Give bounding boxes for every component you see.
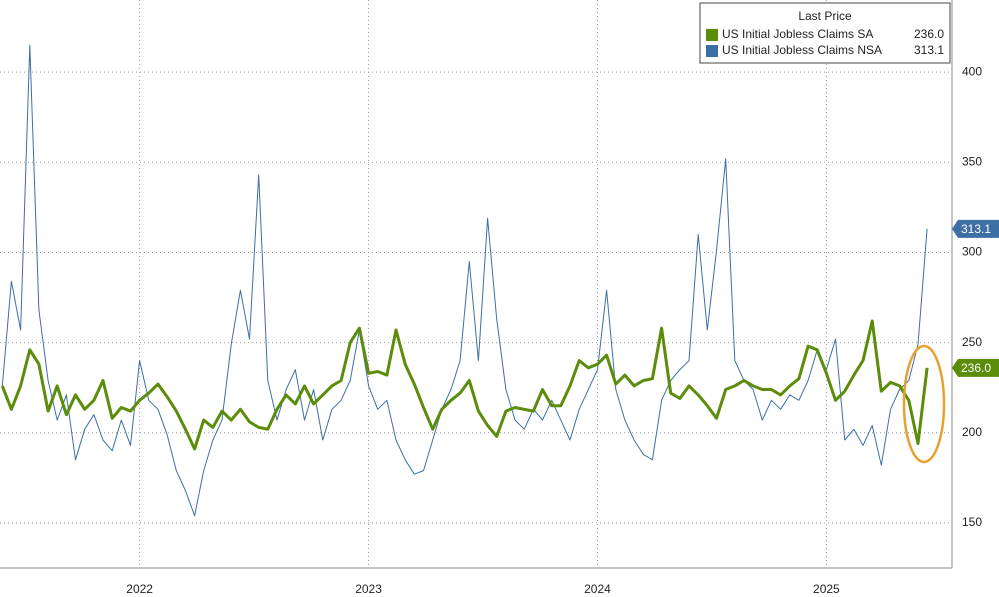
legend-label: US Initial Jobless Claims NSA bbox=[722, 43, 882, 57]
last-value-label: 236.0 bbox=[961, 361, 991, 375]
y-tick-label: 300 bbox=[962, 245, 982, 259]
y-tick-label: 200 bbox=[962, 425, 982, 439]
x-tick-label: 2024 bbox=[584, 582, 611, 596]
legend-label: US Initial Jobless Claims SA bbox=[722, 27, 873, 41]
series-line bbox=[0, 319, 929, 451]
y-tick-label: 350 bbox=[962, 154, 982, 168]
x-tick-label: 2023 bbox=[355, 582, 382, 596]
last-value-label: 313.1 bbox=[961, 222, 991, 236]
legend: Last Price US Initial Jobless Claims SA 2… bbox=[699, 2, 951, 64]
grid bbox=[0, 0, 950, 568]
legend-box bbox=[699, 2, 951, 64]
x-tick-label: 2025 bbox=[813, 582, 840, 596]
legend-swatch bbox=[706, 29, 718, 41]
highlight-ellipse bbox=[902, 344, 946, 464]
y-tick-label: 150 bbox=[962, 515, 982, 529]
last-value-tag bbox=[952, 358, 999, 377]
last-value-tag bbox=[952, 219, 999, 238]
x-tick-label: 2022 bbox=[126, 582, 153, 596]
legend-title: Last Price bbox=[798, 9, 852, 23]
y-tick-label: 400 bbox=[962, 64, 982, 78]
plot bbox=[0, 44, 929, 517]
legend-swatch bbox=[706, 45, 718, 57]
y-tick-label: 250 bbox=[962, 335, 982, 349]
legend-value: 313.1 bbox=[914, 43, 944, 57]
legend-value: 236.0 bbox=[914, 27, 944, 41]
series-line bbox=[1, 44, 928, 517]
